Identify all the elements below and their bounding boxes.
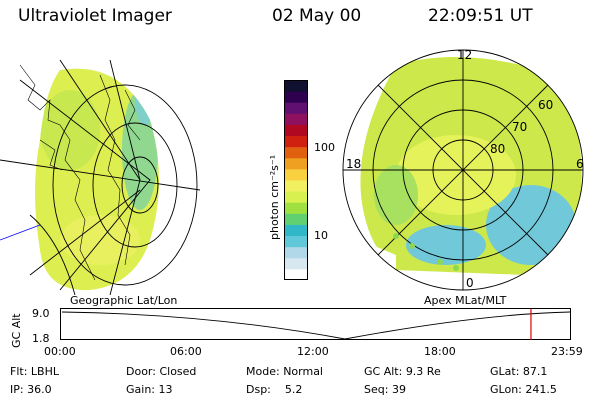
polar-data-dots (393, 233, 459, 271)
left-panel-label: Geographic Lat/Lon (70, 294, 178, 307)
info-dsp: Dsp: 5.2 (246, 383, 303, 396)
colorbar-segment (285, 146, 307, 159)
colorbar-frame (284, 80, 308, 280)
colorbar-tick-100: 100 (314, 141, 335, 154)
altitude-plot (60, 308, 571, 340)
colorbar-segment (285, 246, 307, 259)
colorbar-segment (285, 124, 307, 137)
app-title: Ultraviolet Imager (18, 6, 172, 26)
altitude-curve (61, 311, 571, 340)
colorbar-segment (285, 135, 307, 148)
info-seq: Seq: 39 (364, 383, 406, 396)
colorbar (284, 80, 308, 280)
info-door: Door: Closed (126, 365, 197, 378)
mlt-label-0: 0 (466, 276, 474, 290)
geo-coastlines (19, 64, 141, 281)
altitude-plot-frame (60, 308, 571, 340)
header-time: 22:09:51 UT (428, 6, 533, 26)
info-glon: GLon: 241.5 (490, 383, 557, 396)
info-mode: Mode: Normal (246, 365, 323, 378)
colorbar-segment (285, 102, 307, 114)
altitude-xtick-0: 00:00 (44, 345, 76, 358)
colorbar-segment (285, 157, 307, 170)
altitude-xtick-2: 12:00 (297, 345, 329, 358)
info-gain: Gain: 13 (126, 383, 173, 396)
colorbar-tick-10: 10 (314, 229, 328, 242)
geographic-image (0, 59, 201, 295)
info-ip: IP: 36.0 (10, 383, 52, 396)
altitude-ylabel: GC Alt (10, 313, 23, 348)
altitude-xtick-4: 23:59 (551, 345, 583, 358)
altitude-ytick-low: 1.8 (32, 332, 50, 345)
colorbar-segment (285, 235, 307, 248)
header-date: 02 May 00 (272, 6, 362, 26)
colorbar-segment (285, 202, 307, 214)
geo-grid (0, 59, 201, 295)
colorbar-segment (285, 213, 307, 225)
mlt-label-6: 6 (576, 157, 584, 171)
colorbar-segment (285, 80, 307, 92)
mlt-label-12: 12 (457, 48, 473, 62)
altitude-xtick-1: 06:00 (170, 345, 202, 358)
colorbar-segment (285, 180, 307, 192)
colorbar-segment (285, 113, 307, 125)
right-panel-label: Apex MLat/MLT (424, 294, 507, 307)
colorbar-segment (285, 91, 307, 103)
polar-image (342, 49, 584, 291)
colorbar-segment (285, 268, 307, 280)
mlt-label-18: 18 (346, 157, 362, 171)
colorbar-segment (285, 191, 307, 203)
polar-grid (342, 49, 584, 291)
colorbar-segment (285, 168, 307, 181)
colorbar-segment (285, 257, 307, 270)
colorbar-segment (285, 224, 307, 237)
mlat-label-80: 80 (490, 142, 506, 156)
info-glat: GLat: 87.1 (490, 365, 548, 378)
altitude-xtick-3: 18:00 (424, 345, 456, 358)
mlat-label-60: 60 (538, 98, 554, 112)
mlat-label-70: 70 (512, 120, 528, 134)
info-filter: Flt: LBHL (10, 365, 59, 378)
altitude-ytick-high: 9.0 (32, 307, 50, 320)
info-gc-alt: GC Alt: 9.3 Re (364, 365, 441, 378)
colorbar-label: photon cm⁻²s⁻¹ (268, 154, 281, 240)
